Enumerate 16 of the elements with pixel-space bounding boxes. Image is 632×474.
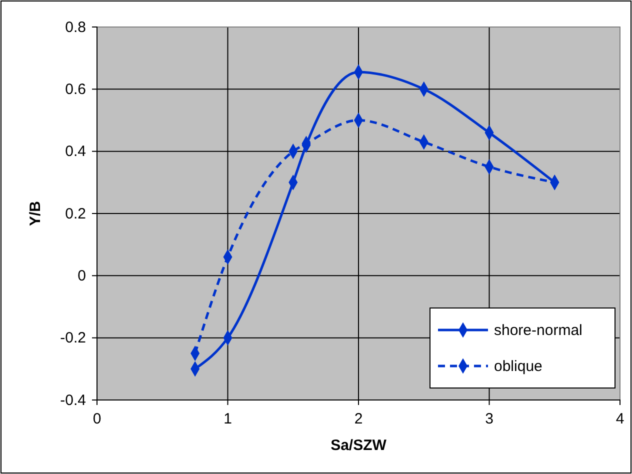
x-tick-label: 4 xyxy=(616,410,624,428)
legend-label: shore-normal xyxy=(494,322,582,339)
y-tick-label: -0.2 xyxy=(60,330,86,347)
y-tick-label: 0.8 xyxy=(65,18,86,36)
y-axis-title: Y/B xyxy=(27,200,44,226)
y-tick-label: 0.2 xyxy=(65,205,86,222)
y-tick-label: -0.4 xyxy=(60,392,86,409)
y-tick-label: 0.6 xyxy=(65,80,86,98)
x-tick-label: 1 xyxy=(224,410,232,428)
legend-label: oblique xyxy=(494,358,542,375)
y-tick-label: 0.4 xyxy=(65,143,86,160)
x-axis-title: Sa/SZW xyxy=(330,437,388,454)
y-tick-label: 0 xyxy=(78,267,86,284)
x-tick-label: 2 xyxy=(354,410,363,428)
x-tick-label: 0 xyxy=(92,410,102,428)
x-tick-label: 3 xyxy=(485,410,494,428)
